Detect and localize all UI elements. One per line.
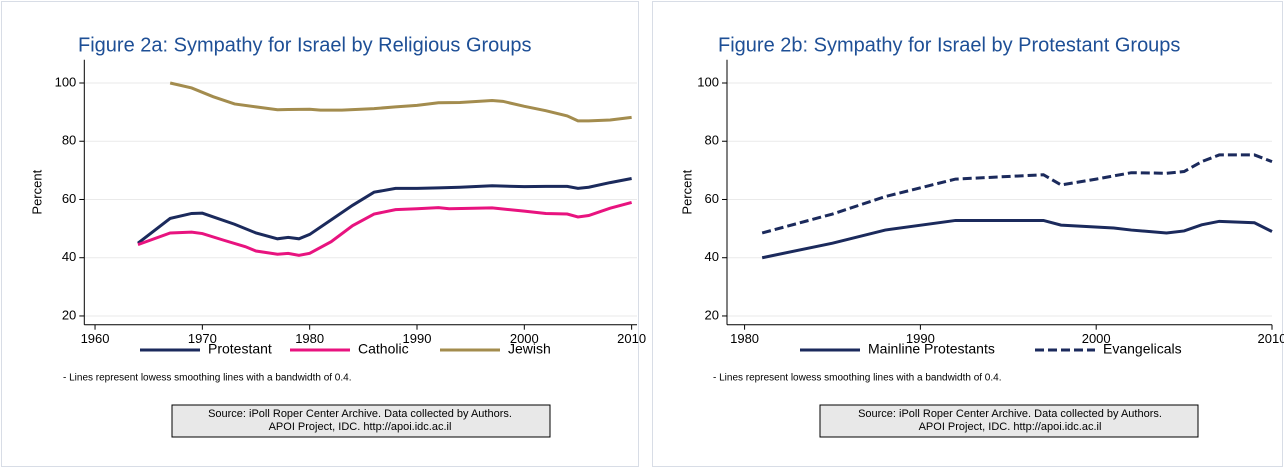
x-tick-label: 1960	[81, 331, 110, 346]
y-tick-label: 20	[62, 307, 76, 322]
note: - Lines represent lowess smoothing lines…	[63, 373, 352, 384]
x-tick-label: 2000	[510, 331, 539, 346]
y-axis-label: Percent	[29, 169, 44, 214]
chart-title: Figure 2a: Sympathy for Israel by Religi…	[78, 34, 532, 56]
source-text: Source: iPoll Roper Center Archive. Data…	[208, 408, 512, 420]
legend-label: Evangelicals	[1103, 341, 1182, 357]
y-tick-label: 100	[697, 74, 719, 89]
legend-label: Protestant	[208, 341, 272, 357]
series-line	[169, 81, 632, 123]
panel	[1, 1, 639, 467]
legend-label: Catholic	[358, 341, 409, 357]
x-tick-label: 1970	[188, 331, 217, 346]
source-text: Source: iPoll Roper Center Archive. Data…	[858, 408, 1162, 420]
chart-title: Figure 2b: Sympathy for Israel by Protes…	[718, 34, 1180, 56]
series-line	[137, 200, 633, 257]
panel	[652, 1, 1283, 467]
source-box	[171, 404, 551, 438]
source-text: APOI Project, IDC. http://apoi.idc.ac.il	[919, 421, 1102, 433]
y-tick-label: 20	[705, 307, 719, 322]
y-tick-label: 40	[705, 249, 719, 264]
y-axis-label: Percent	[679, 169, 694, 214]
y-tick-label: 60	[705, 191, 719, 206]
x-tick-label: 2000	[1082, 331, 1111, 346]
y-tick-label: 80	[62, 133, 76, 148]
x-tick-label: 1990	[403, 331, 432, 346]
legend-label: Mainline Protestants	[868, 341, 995, 357]
x-tick-label: 1980	[730, 331, 759, 346]
note: - Lines represent lowess smoothing lines…	[713, 373, 1002, 384]
series-line	[761, 153, 1273, 235]
x-tick-label: 1980	[295, 331, 324, 346]
legend-label: Jewish	[508, 341, 551, 357]
y-tick-label: 80	[705, 133, 719, 148]
y-tick-label: 100	[55, 74, 77, 89]
y-tick-label: 60	[62, 191, 76, 206]
x-tick-label: 2010	[1258, 331, 1284, 346]
x-tick-label: 1990	[906, 331, 935, 346]
y-tick-label: 40	[62, 249, 76, 264]
series-line	[137, 177, 632, 245]
source-text: APOI Project, IDC. http://apoi.idc.ac.il	[269, 421, 452, 433]
x-tick-label: 2010	[617, 331, 646, 346]
source-box	[819, 404, 1199, 438]
series-line	[761, 218, 1273, 260]
